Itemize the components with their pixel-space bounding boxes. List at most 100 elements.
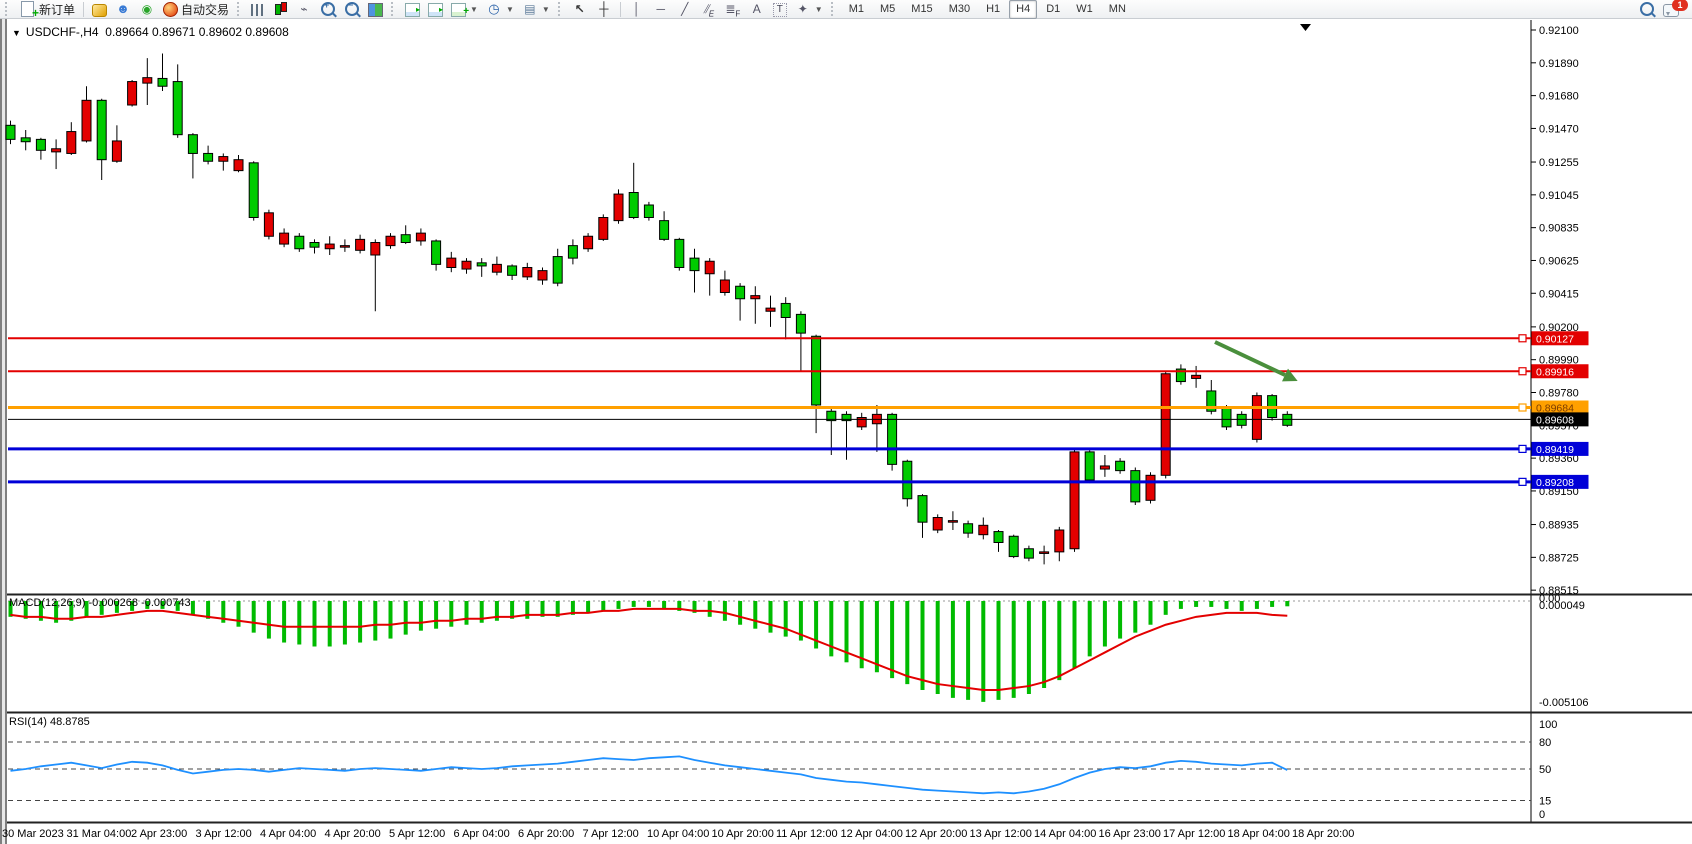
timeframe-m15-button[interactable]: M15 (911, 2, 933, 15)
time-axis-label: 16 Apr 23:00 (1099, 828, 1161, 840)
arrows-shapes-icon: ✦ (797, 2, 808, 16)
bar-chart-mode-button[interactable] (248, 1, 267, 18)
symbol-dropdown-icon[interactable]: ▼ (12, 28, 21, 38)
time-axis-label: 5 Apr 12:00 (389, 828, 445, 840)
macd-axis-max: 0.000049 (1539, 600, 1585, 612)
symbol-timeframe-label: USDCHF-,H4 (25, 25, 99, 39)
equidistant-channel-button[interactable]: ⫽E (698, 1, 720, 18)
text-icon: A (752, 2, 761, 16)
macd-indicator-label: MACD(12,26,9) -0.000268 -0.000743 (9, 597, 191, 609)
timeframe-m1-button[interactable]: M1 (848, 2, 864, 15)
chevron-down-icon: ▼ (814, 4, 823, 14)
notifications-button[interactable]: 1 (1660, 0, 1688, 18)
timeframe-w1-button[interactable]: W1 (1076, 2, 1093, 15)
time-axis-label: 7 Apr 12:00 (583, 828, 639, 840)
time-axis-label: 2 Apr 23:00 (131, 828, 187, 840)
market-button[interactable] (89, 1, 110, 18)
timeframe-m30-button[interactable]: M30 (948, 2, 971, 15)
trendline-icon: ╱ (681, 2, 689, 16)
zoom-out-button[interactable]: − (341, 0, 363, 18)
rsi-axis-label: 15 (1539, 796, 1551, 808)
price-axis-label: 0.90200 (1539, 322, 1579, 334)
timeframe-h4-button[interactable]: H4 (1009, 0, 1038, 19)
community-person-icon: ☻ (116, 1, 130, 16)
arrows-button[interactable]: ✦ ▼ (792, 1, 826, 18)
text-label-button[interactable]: T (770, 1, 790, 18)
time-axis-label: 17 Apr 12:00 (1163, 828, 1225, 840)
line-chart-icon: ⌁ (300, 2, 308, 16)
time-axis-label: 18 Apr 04:00 (1228, 828, 1290, 840)
chart-shift-marker (1300, 24, 1311, 31)
autotrading-label: 自动交易 (181, 2, 230, 17)
tile-windows-button[interactable] (365, 1, 386, 18)
price-axis-label: 0.89780 (1539, 388, 1579, 400)
fibonacci-icon: ≣F (725, 2, 741, 19)
timeframe-toolbar: M1 M5 M15 M30 H1 H4 D1 W1 MN (842, 0, 1133, 19)
time-axis-label: 30 Mar 2023 (2, 828, 64, 840)
chart-title: ▼ USDCHF-,H4 0.89664 0.89671 0.89602 0.89… (12, 25, 289, 39)
horizontal-line-button[interactable]: ─ (650, 1, 672, 18)
market-icon (92, 3, 108, 17)
crosshair-button[interactable]: ┼ (593, 1, 615, 18)
price-tag: 0.89684 (1536, 403, 1574, 415)
templates-button[interactable]: ▤ ▼ (519, 1, 553, 18)
text-button[interactable]: A (746, 1, 768, 18)
candlestick-mode-button[interactable] (269, 1, 291, 18)
price-tag: 0.89208 (1536, 477, 1574, 489)
price-chart-canvas[interactable]: 0.92100 0.91890 0.91680 0.91470 0.91255 0.910… (0, 19, 1692, 844)
timeframe-m5-button[interactable]: M5 (880, 2, 896, 15)
cursor-button[interactable]: ↖ (569, 1, 591, 18)
rsi-axis-label: 50 (1539, 764, 1551, 776)
rsi-axis-label: 80 (1539, 737, 1551, 749)
search-icon (1640, 2, 1654, 16)
price-axis-label: 0.91890 (1539, 58, 1579, 70)
new-order-label: 新订单 (39, 2, 76, 17)
price-axis-label: 0.89990 (1539, 355, 1579, 367)
time-axis-label: 11 Apr 12:00 (776, 828, 838, 840)
timeframe-mn-button[interactable]: MN (1108, 2, 1126, 15)
auto-scroll-button[interactable] (402, 1, 423, 18)
macd-panel (8, 601, 1290, 702)
autotrading-button[interactable]: 自动交易 (160, 1, 232, 18)
time-axis-label: 18 Apr 20:00 (1292, 828, 1354, 840)
add-indicator-button[interactable]: ▼ (448, 1, 481, 20)
crosshair-icon: ┼ (599, 1, 609, 16)
time-axis-label: 10 Apr 20:00 (712, 828, 774, 840)
price-axis-label: 0.91045 (1539, 190, 1579, 202)
price-axis-label: 0.90835 (1539, 223, 1579, 235)
rsi-axis-label: 100 (1539, 719, 1557, 731)
vertical-line-button[interactable]: │ (626, 1, 648, 18)
zoom-in-button[interactable]: + (317, 0, 339, 18)
time-axis-label: 6 Apr 04:00 (454, 828, 510, 840)
price-axis-label: 0.92100 (1539, 25, 1579, 37)
toolbar-grip (237, 2, 243, 16)
periods-button[interactable]: ◷ ▼ (483, 1, 517, 18)
time-axis-label: 14 Apr 04:00 (1034, 828, 1096, 840)
time-axis-label: 4 Apr 20:00 (325, 828, 381, 840)
signals-button[interactable]: ◉ (136, 1, 158, 18)
search-button[interactable] (1636, 1, 1658, 18)
community-button[interactable]: ☻ (112, 1, 134, 18)
time-axis-label: 31 Mar 04:00 (67, 828, 132, 840)
ohlc-values: 0.89664 0.89671 0.89602 0.89608 (105, 25, 289, 39)
toolbar-grip (830, 2, 837, 16)
price-axis-label: 0.91255 (1539, 157, 1579, 169)
clock-icon: ◷ (488, 1, 500, 16)
candles (5, 53, 1293, 565)
new-order-button[interactable]: 新订单 (16, 1, 78, 21)
time-axis-label: 6 Apr 20:00 (518, 828, 574, 840)
timeframe-d1-button[interactable]: D1 (1046, 2, 1061, 15)
line-chart-mode-button[interactable]: ⌁ (293, 1, 315, 18)
horizontal-line-icon: ─ (656, 2, 666, 16)
price-tag: 0.89608 (1536, 414, 1574, 426)
chart-shift-button[interactable] (425, 1, 446, 18)
trendline-button[interactable]: ╱ (674, 1, 696, 18)
bar-chart-icon (251, 4, 265, 16)
new-order-icon (21, 1, 39, 21)
chart-shift-icon (428, 2, 444, 18)
fibonacci-button[interactable]: ≣F (722, 1, 744, 18)
template-chart-icon: ▤ (524, 2, 536, 16)
time-axis-label: 12 Apr 04:00 (841, 828, 903, 840)
price-tag: 0.89916 (1536, 366, 1574, 378)
timeframe-h1-button[interactable]: H1 (986, 2, 1001, 15)
